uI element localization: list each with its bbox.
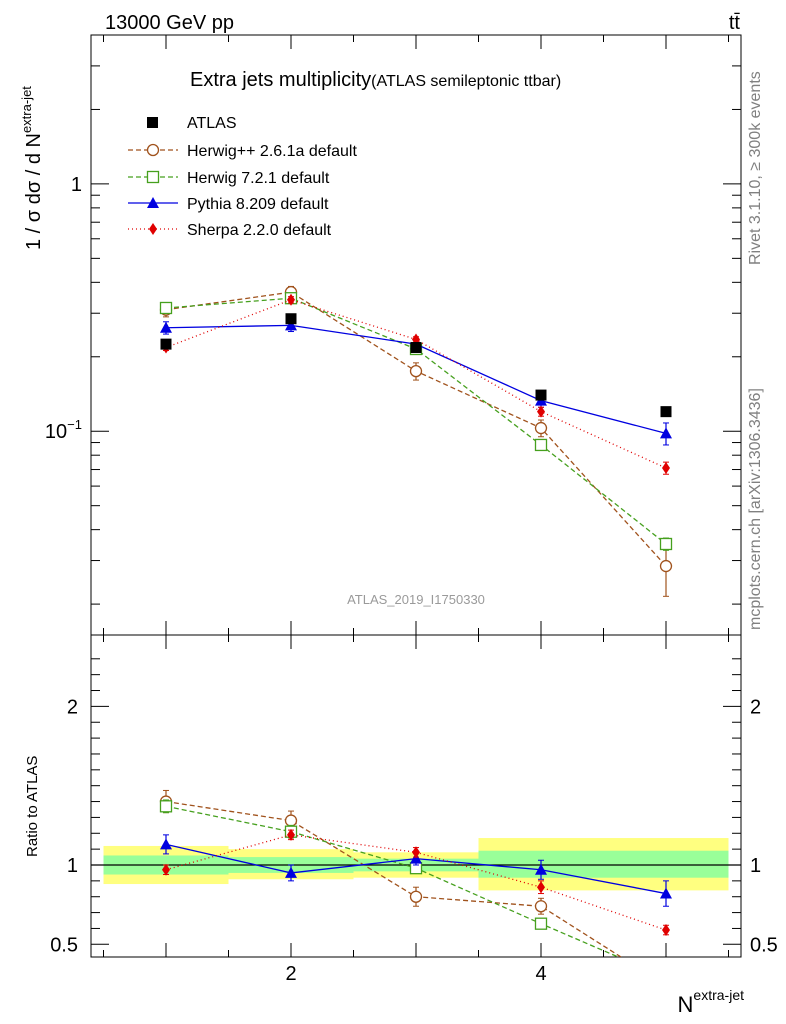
- legend: ATLAS Herwig++ 2.6.1a default Herwig 7.2…: [128, 115, 357, 239]
- analysis-watermark: ATLAS_2019_I1750330: [347, 592, 485, 607]
- main-point-atlas-2: [286, 313, 297, 324]
- main-point-herwig-7-2-1-default-1: [161, 302, 172, 313]
- x-tick-label-4: 4: [535, 963, 546, 985]
- main-point-atlas-4: [536, 390, 547, 401]
- legend-label-sherpa: Sherpa 2.2.0 default: [187, 222, 332, 239]
- main-point-herwig-7-2-1-default-4: [536, 439, 547, 450]
- legend-marker-atlas: [147, 117, 158, 128]
- main-point-herwig-7-2-1-default-5: [661, 538, 672, 549]
- legend-marker-sherpa: [149, 223, 157, 235]
- ratio-point-herwig-7-2-1-default-1: [161, 801, 172, 812]
- chart-title-main: Extra jets multiplicity: [190, 69, 371, 91]
- ratio-xlabel: Nextra-jet: [678, 987, 745, 1017]
- ratio-point-herwig-2-6-1a-default-4: [536, 901, 547, 912]
- main-ytick-label-0.1: 10−1: [45, 417, 82, 443]
- plot-canvas: 13000 GeV pp tt̄ Rivet 3.1.10, ≥ 300k ev…: [0, 0, 786, 1024]
- main-point-atlas-3: [411, 342, 422, 353]
- ratio-band-green-3: [479, 851, 729, 878]
- process-label: tt̄: [729, 12, 741, 34]
- ratio-point-pythia-8-209-default-1: [160, 838, 172, 849]
- main-point-herwig-2-6-1a-default-4: [536, 423, 547, 434]
- ratio-panel-frame: [91, 635, 741, 957]
- energy-label: 13000 GeV pp: [105, 12, 234, 34]
- main-ytick-exponent: −1: [67, 417, 82, 432]
- ratio-point-herwig-2-6-1a-default-2: [286, 815, 297, 826]
- ratio-point-sherpa-2-2-0-default-5: [662, 924, 670, 936]
- ratio-ytick-label-right-1: 1: [750, 855, 761, 877]
- ratio-ytick-label-left-2: 2: [67, 696, 78, 718]
- ratio-xlabel-superscript: extra-jet: [693, 987, 744, 1003]
- chart-title: Extra jets multiplicity(ATLAS semilepton…: [190, 69, 561, 91]
- legend-label-herwigpp: Herwig++ 2.6.1a default: [187, 143, 357, 160]
- legend-marker-herwig7: [148, 172, 159, 183]
- legend-label-atlas: ATLAS: [187, 115, 237, 132]
- ratio-ytick-label-right-2: 2: [750, 696, 761, 718]
- rivet-label: Rivet 3.1.10, ≥ 300k events: [747, 71, 764, 265]
- ratio-point-herwig-7-2-1-default-4: [536, 918, 547, 929]
- main-ylabel-superscript: extra-jet: [19, 86, 34, 133]
- main-point-herwig-2-6-1a-default-3: [411, 366, 422, 377]
- main-series-group: [160, 286, 672, 596]
- main-line-sherpa-2-2-0-default: [166, 300, 666, 468]
- main-point-herwig-2-6-1a-default-5: [661, 561, 672, 572]
- ratio-ytick-label-left-1: 1: [67, 855, 78, 877]
- x-tick-label-2: 2: [285, 963, 296, 985]
- legend-marker-herwigpp: [148, 145, 159, 156]
- main-point-atlas-1: [161, 339, 172, 350]
- ratio-ytick-label-right-0.5: 0.5: [750, 934, 778, 956]
- main-ylabel: 1 / σ dσ / d Nextra-jet: [19, 86, 45, 250]
- main-ytick-label-1: 1: [71, 174, 82, 196]
- chart-subtitle: (ATLAS semileptonic ttbar): [371, 73, 561, 90]
- main-line-herwig-2-6-1a-default: [166, 292, 666, 566]
- legend-label-pythia: Pythia 8.209 default: [187, 196, 329, 213]
- main-point-sherpa-2-2-0-default-5: [662, 462, 670, 474]
- ratio-ytick-label-left-0.5: 0.5: [50, 934, 78, 956]
- mcplots-label: mcplots.cern.ch [arXiv:1306.3436]: [747, 388, 764, 630]
- ratio-point-herwig-2-6-1a-default-3: [411, 891, 422, 902]
- main-point-atlas-5: [661, 406, 672, 417]
- legend-label-herwig7: Herwig 7.2.1 default: [187, 170, 330, 187]
- ratio-ylabel: Ratio to ATLAS: [24, 756, 41, 857]
